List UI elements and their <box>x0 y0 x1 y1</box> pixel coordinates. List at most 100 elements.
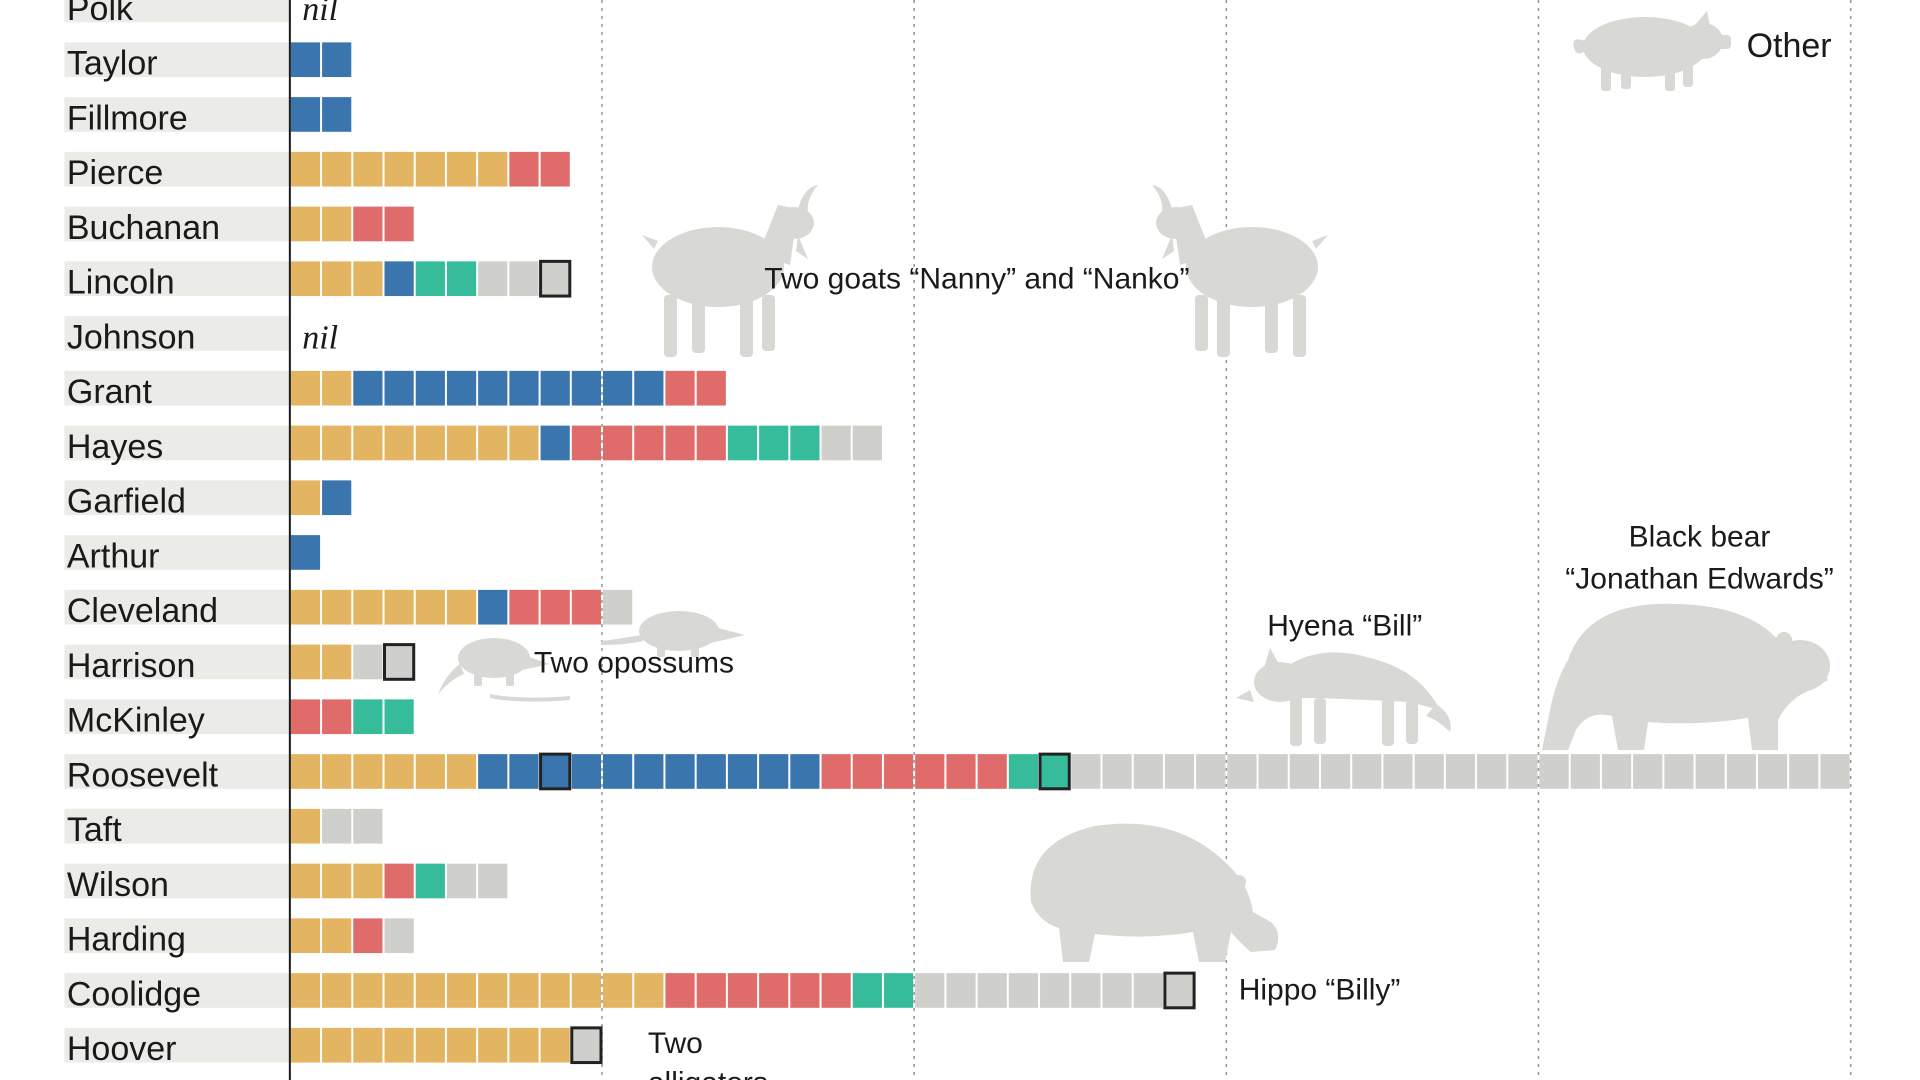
bar-square <box>415 754 445 789</box>
bar-square <box>478 973 508 1008</box>
bar-square <box>540 151 570 187</box>
bar-square <box>446 151 477 187</box>
bar-square <box>353 425 383 461</box>
bar-square <box>290 97 321 132</box>
annotation-label: Black bear <box>1629 520 1771 553</box>
bar-square <box>478 261 508 297</box>
label-background-layer <box>64 0 290 1063</box>
bar-square <box>852 425 882 461</box>
bar-square <box>290 370 321 406</box>
bar-square <box>1008 973 1039 1008</box>
label-background <box>64 754 290 789</box>
bar-square <box>478 425 508 461</box>
label-background <box>64 589 290 625</box>
bar-square <box>384 1027 414 1063</box>
president-label: Garfield <box>67 483 186 521</box>
label-background <box>64 206 290 242</box>
bar-square <box>1102 973 1132 1008</box>
bar-square <box>540 1027 570 1063</box>
label-background <box>64 316 290 351</box>
bar-square <box>322 42 352 78</box>
bar-square <box>1258 754 1288 789</box>
bar-square <box>384 425 414 461</box>
bar-square <box>759 754 789 789</box>
bar-square <box>290 699 321 735</box>
bar-square <box>665 370 695 406</box>
bar-square <box>415 370 445 406</box>
bar-square <box>415 151 445 187</box>
bar-square <box>571 425 602 461</box>
president-label: Harrison <box>67 647 195 685</box>
bar-square <box>322 480 352 516</box>
label-background <box>64 535 290 570</box>
bar-square <box>1227 754 1257 789</box>
bar-square <box>509 425 539 461</box>
bar-square <box>322 808 352 844</box>
bar-square <box>634 754 664 789</box>
president-label: Fillmore <box>67 99 188 137</box>
bar-square <box>727 973 758 1008</box>
bar-square <box>603 973 633 1008</box>
bar-square <box>384 973 414 1008</box>
bar-square <box>353 973 383 1008</box>
bar-square <box>415 589 445 625</box>
label-background <box>64 261 290 297</box>
bar-square <box>446 370 477 406</box>
president-label: Harding <box>67 921 186 959</box>
bar-square <box>509 261 539 297</box>
president-label: Cleveland <box>67 592 218 630</box>
hippo-icon <box>1030 823 1279 962</box>
bar-square <box>1133 754 1163 789</box>
bar-square <box>790 754 820 789</box>
goat-icon <box>642 185 818 357</box>
bar-square <box>540 425 570 461</box>
bar-square <box>290 808 321 844</box>
bar-square <box>478 1027 508 1063</box>
label-background <box>64 0 290 23</box>
bar-square <box>509 151 539 187</box>
bar-square <box>915 754 945 789</box>
bar-square <box>821 754 851 789</box>
bar-square <box>1820 754 1850 789</box>
bar-square <box>790 425 820 461</box>
highlighted-animal-square <box>383 643 416 681</box>
bar-square <box>322 261 352 297</box>
bar-square <box>384 151 414 187</box>
bar-square <box>603 589 633 625</box>
president-label: Arthur <box>67 537 160 575</box>
opossum-icon <box>438 638 570 702</box>
highlighted-animal-square <box>539 752 572 791</box>
bar-square <box>1695 754 1725 789</box>
highlighted-animal-square <box>539 259 572 298</box>
bar-square <box>290 261 321 297</box>
highlighted-animal-square <box>1038 752 1071 791</box>
bar-square <box>1477 754 1507 789</box>
bar-square <box>634 370 664 406</box>
bar-square <box>290 973 321 1008</box>
president-label: Buchanan <box>67 209 220 247</box>
nil-label: nil <box>302 0 338 28</box>
label-background <box>64 151 290 187</box>
bar-square <box>634 425 664 461</box>
bar-square <box>384 261 414 297</box>
bar-square <box>353 754 383 789</box>
bar-square <box>415 1027 445 1063</box>
bar-square <box>1664 754 1694 789</box>
bar-square <box>1383 754 1413 789</box>
highlighted-animal-square <box>1163 971 1196 1010</box>
bar-square <box>665 973 695 1008</box>
label-background <box>64 918 290 954</box>
bar-square <box>915 973 945 1008</box>
bar-square <box>946 754 976 789</box>
bar-square <box>446 425 477 461</box>
bar-square <box>1726 754 1756 789</box>
bar-square <box>322 644 352 680</box>
bar-square <box>1071 754 1101 789</box>
bar-square <box>353 261 383 297</box>
bar-square <box>384 206 414 242</box>
bar-square <box>478 370 508 406</box>
bar-square <box>696 370 726 406</box>
bar-square <box>322 699 352 735</box>
bar-square <box>540 370 570 406</box>
